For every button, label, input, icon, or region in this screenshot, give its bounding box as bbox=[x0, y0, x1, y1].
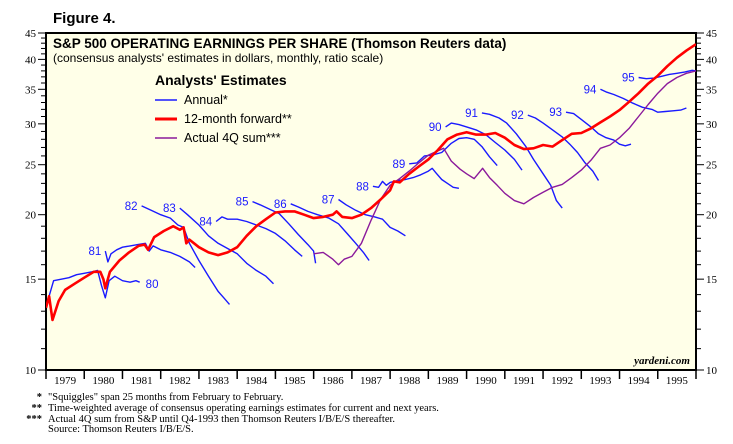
annual-squiggle-89 bbox=[409, 137, 498, 167]
watermark: yardeni.com bbox=[632, 355, 690, 367]
annual-squiggle-90 bbox=[445, 122, 523, 171]
y-tick-label-right: 15 bbox=[706, 274, 718, 286]
y-tick-label-left: 10 bbox=[25, 365, 37, 377]
footnote-1: * "Squiggles" span 25 months from Februar… bbox=[37, 392, 439, 404]
x-tick-label: 1980 bbox=[92, 375, 115, 387]
footnote-mark bbox=[20, 425, 48, 436]
axes: 10 10 15 15 20 20 25 25 30 30 35 35 40 40 45 45 1979 1980… bbox=[25, 28, 718, 387]
y-tick-label-right: 35 bbox=[706, 84, 718, 96]
x-tick-label: 1985 bbox=[284, 375, 307, 387]
y-tick-label-left: 45 bbox=[25, 28, 37, 40]
annual-squiggle-86 bbox=[290, 203, 370, 261]
squiggle-label: 89 bbox=[392, 159, 405, 171]
x-tick-label: 1981 bbox=[131, 375, 153, 387]
squiggle-label: 82 bbox=[125, 201, 138, 213]
legend-label-annual: Annual* bbox=[184, 93, 228, 107]
annual-squiggle-94 bbox=[600, 88, 687, 113]
x-tick-label: 1993 bbox=[589, 375, 612, 387]
footnote-mark: * bbox=[36, 392, 42, 403]
footnote-3: *** Actual 4Q sum from S&P until Q4-1993 … bbox=[26, 413, 439, 426]
legend-title: Analysts' Estimates bbox=[155, 72, 287, 88]
footnote-mark: *** bbox=[26, 413, 42, 425]
squiggle-label: 92 bbox=[511, 110, 524, 122]
x-tick-label: 1986 bbox=[322, 375, 345, 387]
x-tick-label: 1979 bbox=[54, 375, 77, 387]
y-tick-label-left: 20 bbox=[25, 210, 37, 222]
chart-subtitle: (consensus analysts' estimates in dollar… bbox=[53, 51, 383, 65]
x-tick-label: 1982 bbox=[169, 375, 191, 387]
annual-squiggle-92 bbox=[527, 114, 600, 181]
annual-squiggle-82 bbox=[141, 205, 231, 305]
y-tick-label-left: 30 bbox=[25, 119, 37, 131]
x-tick-label: 1992 bbox=[551, 375, 573, 387]
squiggle-label: 81 bbox=[88, 246, 101, 258]
x-tick-label: 1984 bbox=[245, 375, 268, 387]
y-tick-label-right: 10 bbox=[706, 365, 718, 377]
figure-label: Figure 4. bbox=[53, 10, 116, 27]
squiggle-label: 83 bbox=[163, 203, 176, 215]
series-actual-4q-sum bbox=[313, 70, 696, 266]
footnote-text: Time-weighted average of consensus opera… bbox=[48, 402, 439, 414]
series-group bbox=[46, 43, 696, 322]
x-tick-label: 1990 bbox=[475, 375, 498, 387]
x-tick-label: 1983 bbox=[207, 375, 230, 387]
y-tick-label-right: 20 bbox=[706, 210, 718, 222]
squiggle-label: 91 bbox=[465, 108, 478, 120]
chart-title: S&P 500 OPERATING EARNINGS PER SHARE (Th… bbox=[53, 36, 506, 51]
annual-squiggle-88 bbox=[372, 167, 460, 189]
footnote-text: Actual 4Q sum from S&P until Q4-1993 the… bbox=[48, 413, 396, 425]
footnote-text: "Squiggles" span 25 months from February… bbox=[48, 392, 284, 403]
y-tick-label-left: 40 bbox=[25, 54, 37, 66]
footnote-mark: ** bbox=[31, 402, 43, 414]
legend-label-12m-forward: 12-month forward** bbox=[184, 112, 292, 126]
squiggle-label: 90 bbox=[429, 122, 442, 134]
squiggle-label: 93 bbox=[549, 107, 562, 119]
footnote-text: Source: Thomson Reuters I/B/E/S. bbox=[48, 424, 194, 436]
y-tick-label-right: 45 bbox=[706, 28, 718, 40]
annual-squiggle-85 bbox=[252, 200, 317, 264]
series-layer: 80 81 82 83 84 85 86 87 88 89 90 91 92 93 94 95 bbox=[46, 43, 696, 322]
annual-squiggle-91 bbox=[481, 112, 563, 209]
series-12m-forward bbox=[46, 43, 696, 322]
x-tick-label: 1994 bbox=[628, 375, 651, 387]
x-tick-label: 1995 bbox=[666, 375, 689, 387]
y-tick-label-right: 25 bbox=[706, 160, 718, 172]
footnote-2: ** Time-weighted average of consensus ope… bbox=[32, 402, 439, 415]
y-tick-label-left: 15 bbox=[25, 274, 37, 286]
annual-squiggle-80 bbox=[48, 269, 140, 299]
annual-squiggle-95 bbox=[638, 69, 696, 80]
x-tick-label: 1987 bbox=[360, 375, 383, 387]
x-tick-label: 1989 bbox=[436, 375, 459, 387]
plot-area bbox=[45, 32, 697, 371]
legend-label-actual-4q: Actual 4Q sum*** bbox=[184, 131, 281, 145]
y-tick-label-left: 25 bbox=[25, 160, 37, 172]
squiggle-label: 88 bbox=[356, 181, 369, 193]
squiggle-label: 86 bbox=[274, 199, 287, 211]
squiggle-label: 84 bbox=[199, 217, 212, 229]
y-tick-label-right: 40 bbox=[706, 54, 718, 66]
squiggle-label: 87 bbox=[322, 195, 335, 207]
annual-squiggle-87 bbox=[338, 198, 406, 237]
annual-squiggle-81 bbox=[104, 242, 196, 268]
squiggle-label: 80 bbox=[146, 279, 159, 291]
squiggle-label: 94 bbox=[584, 84, 597, 96]
footnote-source: Source: Thomson Reuters I/B/E/S. bbox=[48, 425, 439, 436]
y-tick-label-left: 35 bbox=[25, 84, 37, 96]
annual-squiggle-83 bbox=[179, 207, 274, 285]
squiggle-label: 95 bbox=[622, 72, 635, 84]
squiggle-label: 85 bbox=[236, 197, 249, 209]
annual-squiggle-93 bbox=[565, 111, 632, 147]
x-tick-label: 1988 bbox=[398, 375, 421, 387]
footnotes: * "Squiggles" span 25 months from Februar… bbox=[26, 392, 439, 436]
x-tick-label: 1991 bbox=[513, 375, 535, 387]
y-tick-label-right: 30 bbox=[706, 119, 718, 131]
legend: Analysts' Estimates Annual* 12-month for… bbox=[155, 72, 292, 145]
